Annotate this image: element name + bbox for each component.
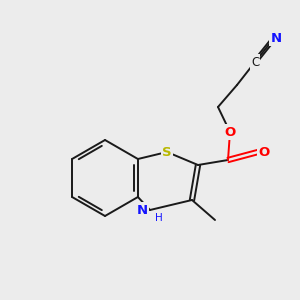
Text: H: H <box>155 213 163 223</box>
Text: O: O <box>224 125 236 139</box>
Text: O: O <box>258 146 270 158</box>
Text: S: S <box>162 146 172 158</box>
Text: N: N <box>270 32 282 44</box>
Text: N: N <box>137 203 148 217</box>
Text: C: C <box>251 56 259 68</box>
